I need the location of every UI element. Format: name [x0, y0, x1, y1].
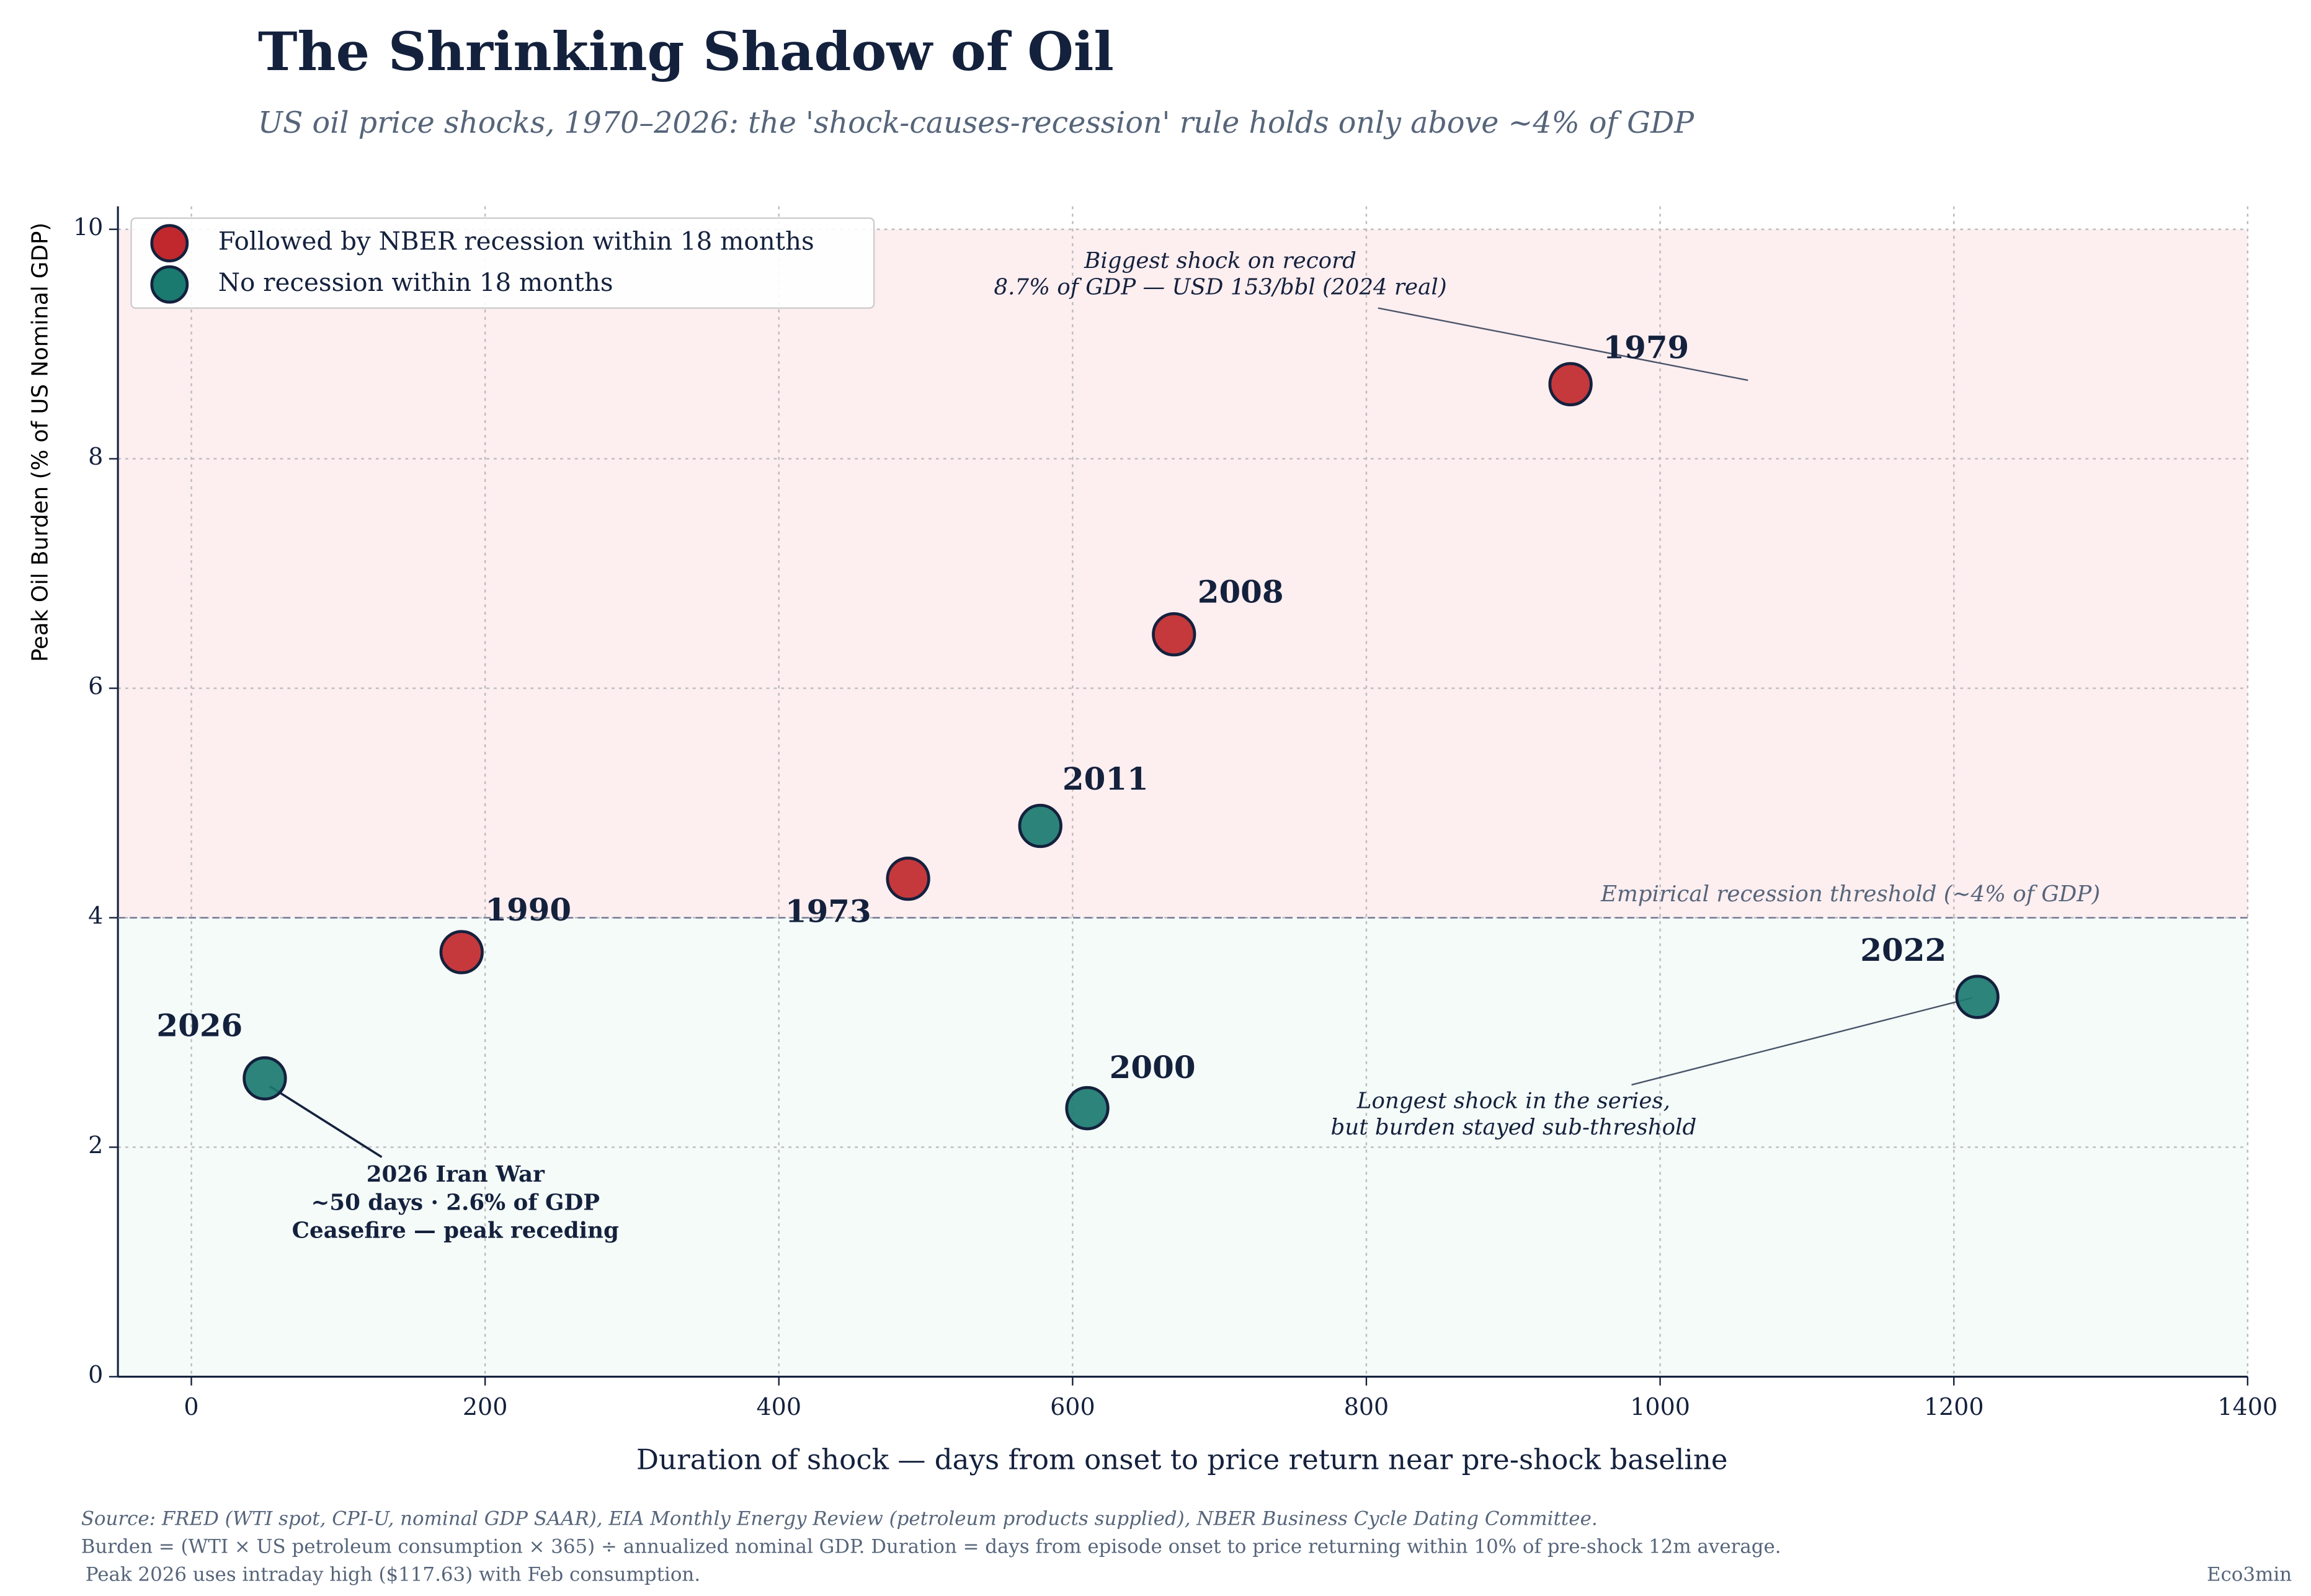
recession-zone — [118, 229, 2248, 918]
data-point — [1065, 1086, 1110, 1131]
legend-marker — [150, 224, 189, 262]
x-tick-label: 0 — [184, 1393, 198, 1420]
point-label: 1990 — [485, 891, 571, 928]
data-point — [1955, 974, 2000, 1019]
data-point — [1548, 362, 1593, 407]
annotation: Longest shock in the series, — [1356, 1088, 1670, 1113]
point-label: 2022 — [1860, 932, 1946, 968]
annotation: but burden stayed sub-threshold — [1331, 1115, 1697, 1140]
y-tick-label: 2 — [88, 1131, 103, 1159]
point-label: 2011 — [1062, 760, 1149, 797]
legend-box — [130, 217, 875, 309]
annotation-arrow — [1378, 307, 1748, 381]
annotation: 2026 Iran War — [367, 1162, 545, 1187]
point-label: 2008 — [1198, 573, 1284, 610]
x-tick-label: 200 — [463, 1393, 508, 1420]
point-label: 2026 — [156, 1007, 243, 1044]
credit: Eco3min — [2207, 1564, 2292, 1586]
y-tick-label: 0 — [88, 1361, 103, 1388]
legend-marker — [150, 265, 189, 304]
y-tick-label: 8 — [88, 443, 103, 470]
point-label: 1979 — [1603, 329, 1689, 366]
y-tick-label: 4 — [88, 902, 103, 929]
chart-subtitle: US oil price shocks, 1970–2026: the 'sho… — [258, 106, 1694, 140]
data-point — [439, 930, 484, 974]
plot-area: 0 200 400 600 800 1000 1200 1400 0 2 4 6 8 10 Empirica… — [73, 206, 2278, 1420]
annotation: Biggest shock on record — [1084, 248, 1356, 274]
x-tick-label: 600 — [1050, 1393, 1095, 1420]
data-point — [1152, 612, 1196, 657]
annotation: ~50 days · 2.6% of GDP — [311, 1190, 600, 1215]
legend-label: Followed by NBER recession within 18 mon… — [218, 227, 814, 256]
chart-title: The Shrinking Shadow of Oil — [258, 21, 1114, 83]
x-tick-label: 1400 — [2217, 1393, 2278, 1420]
x-axis-label: Duration of shock — days from onset to p… — [636, 1443, 1728, 1476]
data-point — [886, 856, 930, 901]
x-tick-label: 400 — [756, 1393, 801, 1420]
point-label: 1973 — [785, 893, 871, 930]
source-note: Source: FRED (WTI spot, CPI-U, nominal G… — [81, 1507, 1598, 1530]
x-tick-label: 800 — [1344, 1393, 1389, 1420]
annotation-arrow — [1631, 997, 1972, 1086]
point-label: 2000 — [1110, 1049, 1196, 1086]
annotation-arrow — [269, 1085, 383, 1158]
y-tick-label: 10 — [73, 213, 103, 241]
source-note: Burden = (WTI × US petroleum consumption… — [81, 1536, 1781, 1558]
y-tick-label: 6 — [88, 672, 103, 700]
x-tick-label: 1200 — [1924, 1393, 1984, 1420]
source-note: Peak 2026 uses intraday high ($117.63) w… — [86, 1564, 700, 1586]
x-tick-label: 1000 — [1630, 1393, 1690, 1420]
y-axis-label: Peak Oil Burden (% of US Nominal GDP) — [28, 223, 53, 662]
data-point — [1018, 803, 1062, 849]
annotation: Ceasefire — peak receding — [292, 1218, 619, 1244]
data-point — [243, 1056, 287, 1101]
threshold-label: Empirical recession threshold (~4% of GD… — [1600, 881, 2100, 907]
annotation: 8.7% of GDP — USD 153/bbl (2024 real) — [994, 275, 1446, 300]
legend-label: No recession within 18 months — [218, 268, 613, 297]
